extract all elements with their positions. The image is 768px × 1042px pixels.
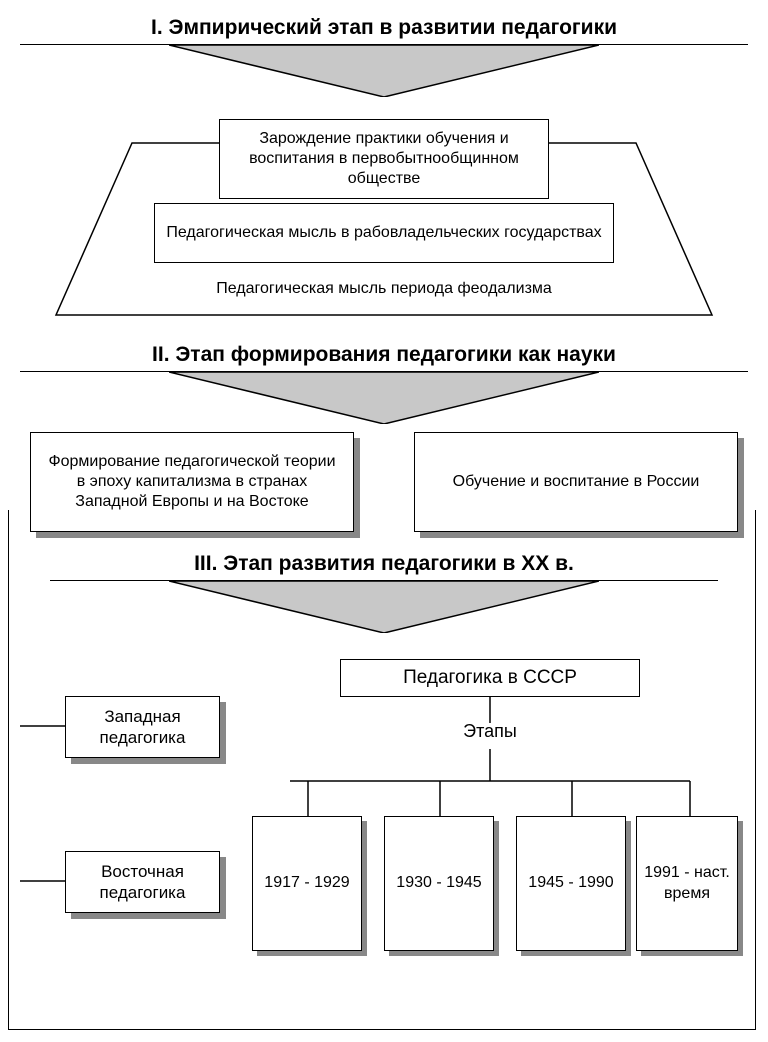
stages-label: Этапы — [420, 721, 560, 742]
pyramid-top-box: Зарождение практики обучения и воспитани… — [219, 119, 549, 199]
pyramid-base-text: Педагогическая мысль периода феодализма — [124, 269, 644, 309]
section3-container: Педагогика в СССР Этапы Западная педагог… — [20, 641, 748, 1021]
period-3: 1945 - 1990 — [516, 816, 626, 951]
period-1: 1917 - 1929 — [252, 816, 362, 951]
section2-row: Формирование педагогической теории в эпо… — [30, 432, 738, 532]
section1-pyramid: Педагогическая мысль периода феодализма … — [44, 105, 724, 325]
section1-chevron — [169, 45, 599, 97]
period-4: 1991 - наст. время — [636, 816, 738, 951]
eastern-pedagogy-box: Восточная педагогика — [65, 851, 220, 913]
period-2: 1930 - 1945 — [384, 816, 494, 951]
section1-title: I. Эмпирический этап в развитии педагоги… — [20, 16, 748, 40]
western-pedagogy-box: Западная педагогика — [65, 696, 220, 758]
pyramid-mid-box: Педагогическая мысль в рабовладельческих… — [154, 203, 614, 263]
section2-chevron — [169, 372, 599, 424]
section2-title: II. Этап формирования педагогики как нау… — [20, 343, 748, 367]
ussr-header-box: Педагогика в СССР — [340, 659, 640, 697]
section2-right-box: Обучение и воспитание в России — [414, 432, 738, 532]
section2-left-box: Формирование педагогической теории в эпо… — [30, 432, 354, 532]
